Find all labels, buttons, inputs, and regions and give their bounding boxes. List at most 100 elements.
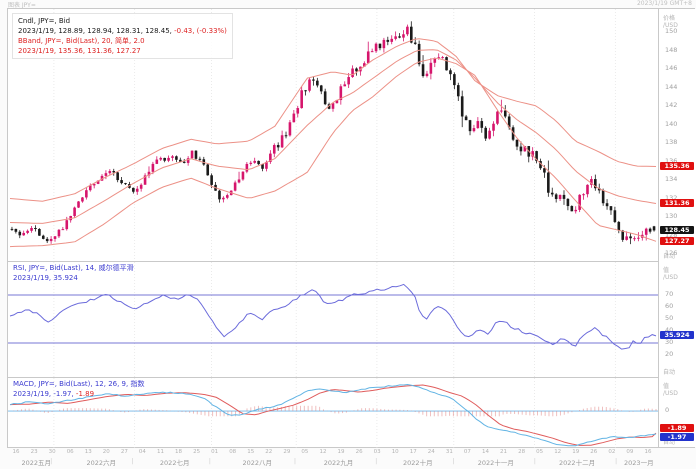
bband-values: 2023/1/19, 135.36, 131.36, 127.27 [18, 47, 141, 55]
candle-body [304, 90, 307, 92]
axis-unit: /USD [663, 390, 678, 397]
price-axis-column[interactable]: 价格/USD 150 148 146 144 142 140 138 136 134 132 130 1… [658, 9, 696, 447]
candle-body [496, 111, 499, 124]
candle-body [18, 231, 22, 236]
candle-body [335, 100, 339, 104]
candle-body [578, 194, 581, 210]
candle-body [57, 229, 61, 237]
signal-current-label: -1.89 [660, 424, 694, 433]
month-separator: | [131, 457, 134, 465]
macd-value: 2023/1/19, -1.97, [13, 389, 74, 398]
candle-body [652, 226, 656, 231]
candle-body [143, 175, 147, 185]
axis-tick: 134 [665, 175, 678, 184]
macd-panel[interactable]: MACD, JPY=, Bid(Last), 12, 26, 9, 指数 202… [8, 377, 658, 448]
axis-tick: 136 [665, 156, 678, 165]
candle-body [597, 188, 601, 191]
candle-body [519, 146, 523, 152]
macd-series-label: MACD, JPY=, Bid(Last), 12, 26, 9, 指数 [13, 380, 145, 388]
candle-body [135, 188, 139, 192]
candle-body [61, 229, 65, 231]
candle-body [437, 57, 441, 59]
candle-body [112, 171, 116, 173]
candle-body [413, 42, 417, 44]
week-tick-label: 18 [175, 449, 183, 455]
axis-title: 价格 [663, 15, 676, 22]
time-axis[interactable]: 16 23 30 06 13 20 27 04 11 18 25 01 08 15 22 29 05 12 19 26… [7, 449, 657, 469]
candle-body [210, 175, 213, 185]
axis-tick: 132 [665, 193, 678, 202]
rsi-chart-svg[interactable] [8, 262, 658, 378]
month-label: 2022八月 [242, 459, 273, 467]
candle-body [34, 227, 37, 229]
axis-unit: /USD [663, 22, 678, 29]
candle-body [425, 73, 429, 77]
candle-body [327, 104, 331, 109]
week-tick-label: 25 [193, 449, 201, 455]
candle-body [554, 194, 558, 200]
candle-body [179, 159, 182, 162]
axis-tick: 138 [665, 138, 678, 147]
price-panel[interactable]: Cndl, JPY=, Bid 2023/1/19, 128.89, 128.9… [8, 9, 658, 261]
macd-legend: MACD, JPY=, Bid(Last), 12, 26, 9, 指数 202… [13, 380, 144, 399]
price-chart-svg[interactable] [8, 9, 658, 261]
candle-body [159, 157, 163, 160]
axis-tick: 140 [665, 119, 678, 128]
candle-body [453, 74, 456, 86]
candle-body [613, 210, 617, 222]
axis-tick: 144 [665, 82, 678, 91]
candle-body [253, 160, 256, 163]
candle-body [343, 84, 347, 87]
axis-tick: 146 [665, 64, 678, 73]
candle-body [53, 236, 57, 239]
week-tick-label: 27 [120, 449, 128, 455]
week-tick-label: 10 [391, 449, 399, 455]
candle-body [85, 190, 88, 198]
candle-body [233, 182, 237, 191]
axis-tick: 50 [665, 313, 674, 322]
axis-auto-label: 自动 [663, 253, 676, 260]
week-tick-label: 14 [481, 449, 489, 455]
candle-body [151, 163, 155, 172]
candle-body [167, 157, 170, 161]
candle-body [500, 110, 503, 112]
indicator-line [9, 383, 657, 447]
month-separator: | [375, 457, 378, 465]
candle-body [441, 57, 444, 59]
indicator-line [9, 57, 657, 248]
indicator-line [9, 384, 657, 446]
candle-body [637, 237, 640, 239]
band-price-label: 127.27 [660, 237, 694, 246]
axis-tick: 148 [665, 45, 678, 54]
candle-body [464, 116, 468, 121]
timestamp-label: 2023/1/19 GMT+8 [636, 0, 692, 7]
week-tick-label: 31 [445, 449, 453, 455]
candle-body [531, 151, 534, 157]
candle-body [296, 108, 300, 114]
candle-body [648, 228, 652, 232]
week-tick-label: 05 [301, 449, 309, 455]
week-tick-label: 16 [644, 449, 652, 455]
month-label: 2022五月 [21, 459, 52, 467]
candle-body [566, 198, 570, 207]
candle-body [194, 150, 198, 159]
week-tick-label: 26 [590, 449, 598, 455]
week-tick-label: 30 [48, 449, 56, 455]
axis-tick: 30 [665, 337, 674, 346]
week-tick-label: 02 [608, 449, 616, 455]
candle-body [288, 122, 292, 136]
rsi-panel[interactable]: RSI, JPY=, Bid(Last), 14, 威尔德平滑 2023/1/1… [8, 261, 658, 378]
candle-body [558, 194, 562, 200]
macd-chart-svg[interactable] [8, 378, 658, 448]
candle-body [257, 160, 260, 165]
band-price-label: 131.36 [660, 199, 694, 208]
candle-body [398, 36, 401, 38]
ohlc-values: 2023/1/19, 128.89, 128.94, 128.31, 128.4… [18, 27, 172, 35]
candle-body [139, 184, 143, 189]
week-tick-label: 04 [138, 449, 146, 455]
week-tick-label: 11 [156, 449, 164, 455]
candle-body [316, 80, 319, 86]
candle-body [417, 43, 421, 65]
month-label: 2022九月 [323, 459, 354, 467]
candle-body [265, 161, 268, 169]
